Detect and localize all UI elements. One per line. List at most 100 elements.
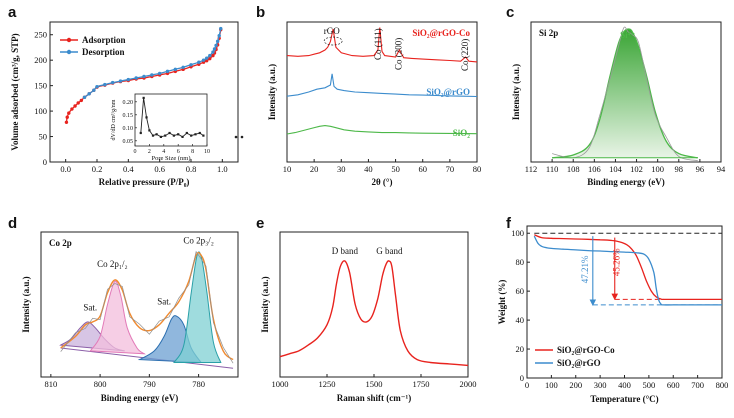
annotation-rgo-ring [323, 36, 343, 46]
panel-letter-f: f [506, 215, 512, 232]
x-tick-label-b: 10 [283, 164, 292, 174]
inset-data-point [142, 96, 145, 99]
y-tick-label-f: 40 [516, 315, 525, 325]
inset-data-point [164, 134, 167, 137]
inset-pointer-dot [240, 135, 244, 139]
tga-line-0 [534, 234, 722, 301]
data-point-desorption [118, 79, 123, 83]
inset-data-point [139, 131, 142, 135]
panel-letter-c: c [506, 4, 514, 21]
xps-title-co2p: Co 2p [49, 238, 72, 248]
y-axis-label-f: Weight (%) [497, 280, 507, 325]
y-tick-label-a: 150 [34, 81, 47, 91]
data-point-desorption [82, 95, 87, 100]
data-point-adsorption [70, 107, 74, 111]
peak-fit-2 [89, 280, 146, 355]
x-tick-label-b: 20 [310, 164, 319, 174]
inset-y-tick-label: 0.15 [123, 113, 134, 119]
inset-data-point [202, 134, 205, 137]
peak-fill-si4 [552, 28, 698, 158]
y-axis-label-d: Intensity (a.u.) [21, 276, 31, 332]
y-axis-label-a: Volume adsorbed (cm³/g, STP) [10, 33, 20, 150]
x-tick-label-f: 300 [594, 380, 607, 390]
x-tick-label-f: 500 [643, 380, 656, 390]
x-tick-label-f: 0 [525, 380, 529, 390]
inset-x-tick-label: 4 [162, 149, 165, 155]
data-point-desorption [211, 50, 215, 54]
data-point-desorption [189, 63, 193, 67]
x-tick-label-f: 800 [716, 380, 729, 390]
plot-frame-b [286, 21, 478, 163]
data-point-desorption [181, 65, 185, 70]
inset-x-axis-label: Pore Size (nm) [152, 155, 191, 162]
x-tick-label-d: 790 [143, 379, 156, 389]
x-tick-label-a: 1.0 [217, 164, 228, 174]
data-point-desorption [208, 53, 212, 58]
y-tick-label-a: 250 [34, 30, 47, 40]
legend-marker-adsorption [66, 37, 72, 43]
legend-label-adsorption: Adsorption [82, 35, 126, 45]
inset-data-point [194, 133, 197, 136]
series-line-b0 [286, 27, 478, 63]
inset-x-tick-label: 2 [148, 149, 151, 155]
y-tick-label-a: 200 [34, 55, 47, 65]
inset-x-tick-label: 10 [204, 149, 210, 155]
plot-frame-c [530, 21, 722, 163]
data-point-adsorption [76, 101, 80, 105]
annotation-loss-rgo: 47.21% [580, 255, 590, 283]
inset-y-tick-label: 0.10 [123, 126, 134, 132]
y-tick-label-a: 100 [34, 106, 47, 116]
data-point-desorption [165, 69, 170, 74]
x-tick-label-f: 400 [618, 380, 631, 390]
x-tick-label-b: 40 [364, 164, 373, 174]
data-point-desorption [173, 67, 178, 72]
inset-y-axis-label: dV/dD cm³/g/nm [111, 99, 117, 140]
data-point-adsorption [64, 120, 69, 124]
y-tick-label-a: 50 [39, 132, 48, 142]
x-tick-label-e: 1250 [319, 379, 336, 389]
data-point-desorption [197, 60, 201, 64]
x-tick-label-d: 780 [192, 379, 205, 389]
data-point-desorption [214, 43, 218, 48]
annotation-sat-1: Sat. [83, 302, 97, 312]
x-tick-label-c: 104 [609, 164, 623, 174]
raman-line [279, 260, 469, 367]
data-point-adsorption [79, 98, 84, 103]
annotation-loss-co: 45.26% [612, 248, 622, 276]
x-axis-label-f: Temperature (°C) [590, 394, 658, 404]
x-tick-label-b: 80 [473, 164, 482, 174]
panel-letter-e: e [256, 215, 264, 232]
inset-data-point [159, 135, 163, 138]
y-tick-label-f: 100 [511, 228, 524, 238]
annotation-co2p32: Co 2p₃/₂ [183, 236, 214, 246]
data-point-desorption [87, 92, 91, 96]
data-point-desorption [212, 47, 217, 51]
data-point-desorption [150, 73, 154, 77]
annotation-rgo: rGO [324, 26, 340, 36]
x-axis-label-d: Binding energy (eV) [101, 393, 179, 403]
series-label-b1: SiO₂@rGO [426, 87, 470, 97]
xps-title-si2p: Si 2p [539, 28, 558, 38]
data-point-desorption [219, 26, 223, 31]
legend-marker-desorption [66, 49, 72, 55]
annotation-co111: Co (111) [373, 28, 383, 60]
inset-pointer-dot [234, 135, 238, 139]
inset-x-tick-label: 6 [177, 149, 180, 155]
x-tick-label-f: 100 [545, 380, 558, 390]
data-point-desorption [204, 56, 209, 60]
data-point-adsorption [211, 53, 215, 58]
annotation-co220: Co (220) [460, 39, 470, 71]
x-tick-label-d: 800 [94, 379, 107, 389]
plot-frame-a [49, 21, 239, 163]
envelope-line [60, 251, 234, 361]
y-tick-label-f: 0 [520, 373, 524, 383]
data-point-desorption [157, 71, 162, 76]
inset-x-tick-label: 8 [191, 149, 194, 155]
raw-data-line [60, 250, 234, 364]
x-axis-label-e: Raman shift (cm⁻¹) [337, 393, 411, 403]
x-tick-label-c: 94 [717, 164, 726, 174]
legend-label-f0: SiO₂@rGO-Co [557, 345, 615, 355]
x-tick-label-a: 0.0 [60, 164, 71, 174]
y-tick-label-f: 60 [516, 286, 525, 296]
inset-data-point [181, 135, 184, 138]
